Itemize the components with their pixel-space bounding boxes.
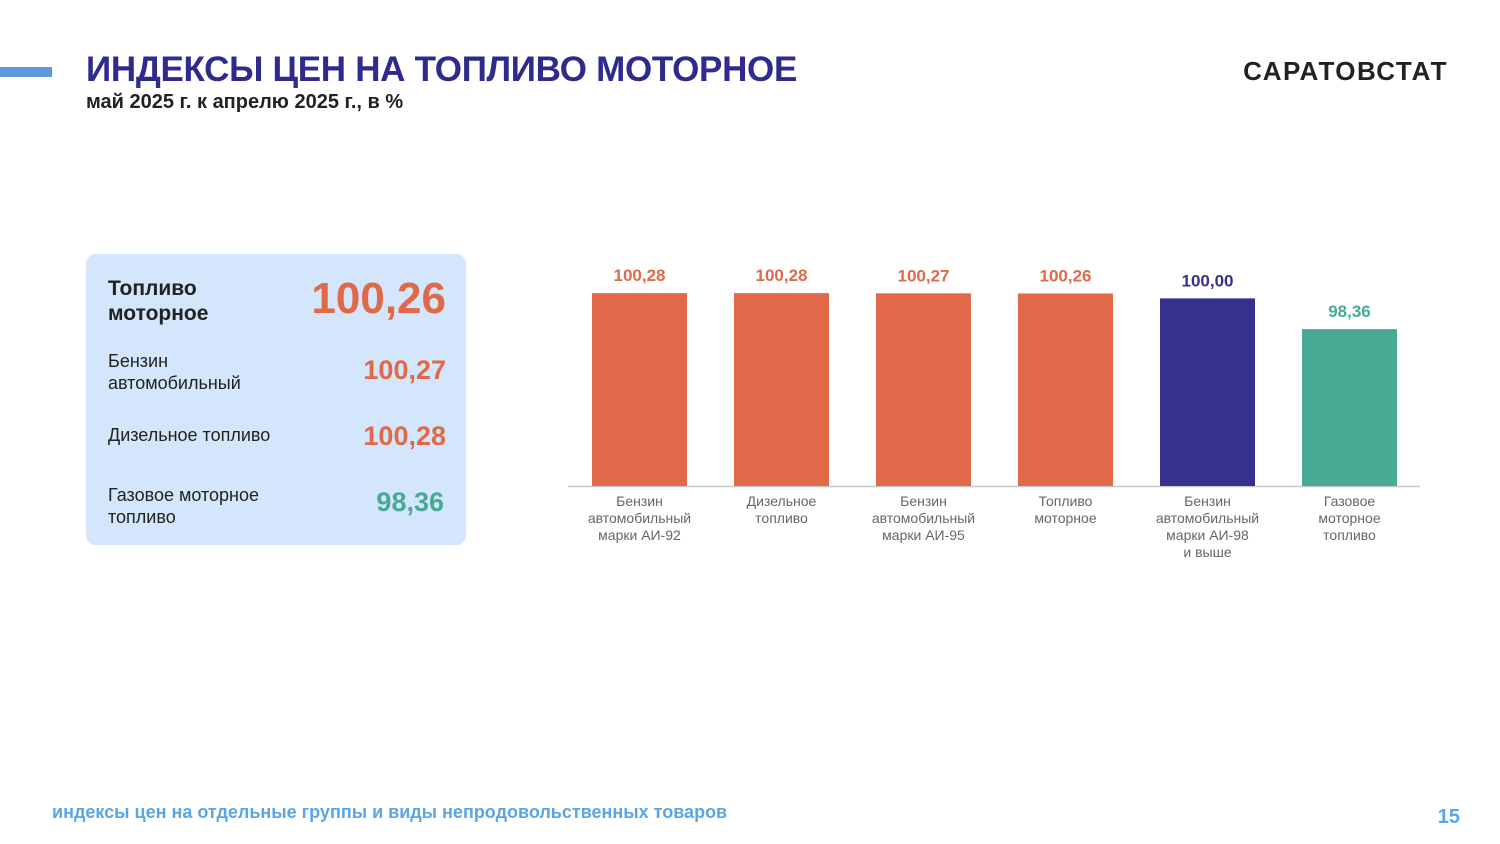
bar <box>876 293 971 486</box>
page-subtitle: май 2025 г. к апрелю 2025 г., в % <box>86 91 404 113</box>
category-label: Бензин автомобильный марки АИ-95 <box>872 493 975 543</box>
summary-main-value: 100,26 <box>311 274 446 323</box>
bar-chart: 100,28 Бензин автомобильный марки АИ-92 100,… <box>568 266 1420 560</box>
category-label: Бензин автомобильный марки АИ-92 <box>588 493 691 543</box>
summary-card: Топливо моторное 100,26 Бензин автомобил… <box>86 254 466 545</box>
category-label: Дизельное топливо <box>747 493 817 526</box>
page-number: 15 <box>1437 806 1460 828</box>
summary-row-value: 100,28 <box>363 421 446 451</box>
accent-line <box>0 67 52 77</box>
bar <box>1302 329 1397 486</box>
footer-caption: индексы цен на отдельные группы и виды н… <box>52 802 728 822</box>
bar <box>1160 298 1255 486</box>
bar-value-label: 98,36 <box>1328 302 1371 321</box>
category-label: Бензин автомобильный марки АИ-98 и выше <box>1156 493 1259 560</box>
bar-value-label: 100,27 <box>898 266 950 285</box>
summary-row-label: Дизельное топливо <box>108 425 271 445</box>
bar <box>592 293 687 486</box>
summary-row-label: Газовое моторное топливо <box>108 485 260 527</box>
bar <box>1018 293 1113 486</box>
summary-row-label: Бензин автомобильный <box>108 351 241 393</box>
brand-logo-text: САРАТОВСТАТ <box>1243 56 1448 86</box>
summary-row-value: 100,27 <box>363 355 446 385</box>
page-title: ИНДЕКСЫ ЦЕН НА ТОПЛИВО МОТОРНОЕ <box>86 50 798 89</box>
bar <box>734 293 829 486</box>
bar-value-label: 100,28 <box>756 266 808 285</box>
bar-value-label: 100,00 <box>1182 271 1234 290</box>
bar-value-label: 100,26 <box>1040 267 1092 286</box>
category-label: Газовое моторное топливо <box>1318 493 1380 543</box>
summary-main-label: Топливо моторное <box>108 277 209 325</box>
bar-value-label: 100,28 <box>614 266 666 285</box>
category-label: Топливо моторное <box>1034 493 1096 526</box>
summary-row-value: 98,36 <box>376 487 444 517</box>
